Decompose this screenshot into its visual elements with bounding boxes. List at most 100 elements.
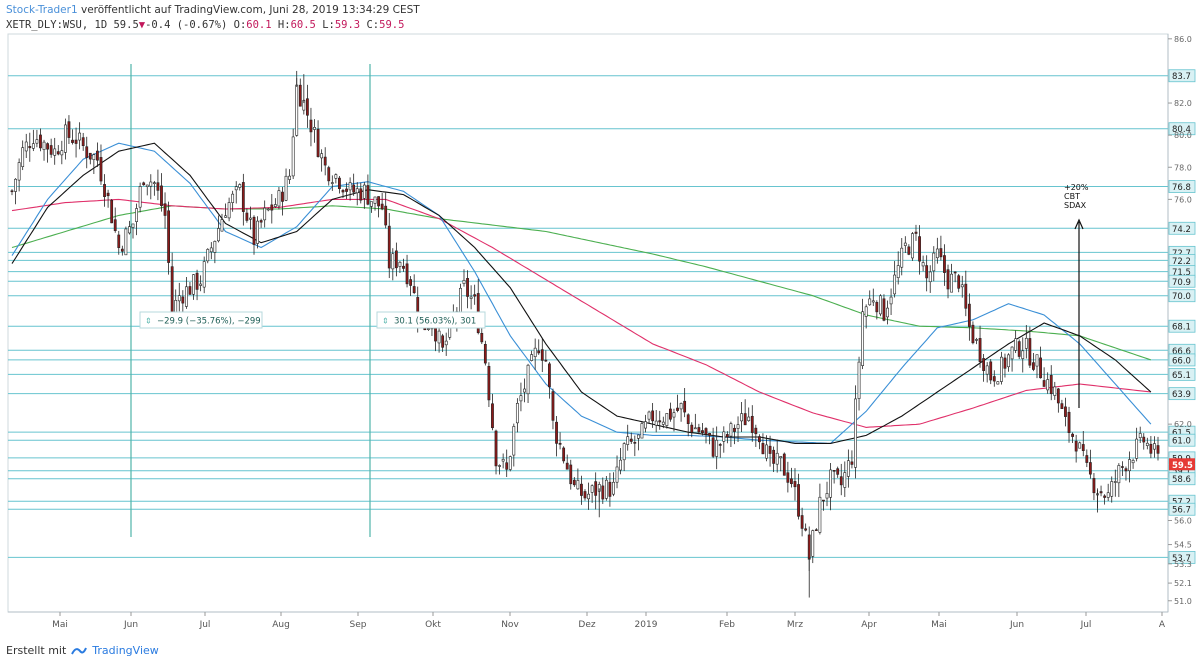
candle-body — [145, 184, 149, 187]
candle-body — [1007, 354, 1010, 368]
candle-body — [1032, 362, 1035, 370]
x-tick-label: Jun — [123, 620, 138, 630]
candle-body — [900, 247, 904, 268]
candle-body — [81, 137, 85, 146]
candle-body — [1131, 460, 1135, 464]
candle-body — [832, 470, 836, 472]
candle-body — [1135, 438, 1139, 459]
candle-body — [701, 430, 704, 434]
candle-body — [21, 147, 25, 167]
candle-body — [1053, 386, 1057, 396]
candle-body — [526, 364, 530, 395]
candle-body — [669, 408, 672, 420]
x-tick-label: Mai — [52, 620, 68, 630]
candle-body — [878, 295, 882, 315]
chart-grid — [7, 33, 1169, 613]
candle-body — [377, 196, 380, 207]
candle-body — [338, 177, 341, 190]
candle-body — [224, 215, 227, 218]
level-label: 61.0 — [1172, 437, 1191, 447]
x-tick-label: Okt — [425, 620, 441, 630]
candle-body — [619, 459, 622, 471]
candle-body — [658, 420, 662, 423]
candle-body — [1039, 357, 1042, 379]
candle-body — [1071, 433, 1074, 437]
candle-body — [982, 358, 986, 371]
candle-body — [640, 423, 644, 439]
footer-brand[interactable]: TradingView — [92, 644, 159, 657]
candle-body — [273, 204, 277, 207]
candle-body — [85, 146, 89, 158]
candle-body — [202, 261, 206, 288]
candle-body — [960, 284, 964, 288]
level-label: 72.7 — [1172, 249, 1191, 259]
candle-body — [1121, 466, 1124, 468]
candle-body — [103, 184, 106, 197]
candle-body — [387, 225, 391, 269]
candle-body — [444, 340, 448, 346]
last-price: 59.5 — [113, 19, 139, 31]
candle-body — [825, 493, 829, 499]
candle-body — [380, 203, 384, 210]
candle-body — [1074, 440, 1078, 452]
level-label: 56.7 — [1172, 506, 1191, 516]
candle-body — [370, 201, 373, 207]
candle-body — [1145, 442, 1149, 446]
candle-body — [871, 300, 875, 303]
candle-body — [846, 460, 850, 477]
candle-body — [996, 381, 1000, 385]
level-label: 59.1 — [1172, 467, 1191, 477]
candle-body — [829, 469, 832, 498]
candle-body — [1017, 341, 1021, 357]
candle-body — [612, 481, 615, 495]
candle-body — [946, 269, 950, 290]
candle-body — [665, 413, 669, 426]
candle-body — [861, 311, 865, 366]
candle-body — [676, 407, 679, 411]
candle-body — [56, 151, 60, 155]
candle-body — [515, 403, 519, 424]
candle-body — [1035, 354, 1039, 367]
candle-body — [540, 349, 544, 361]
candle-body — [209, 247, 213, 253]
candle-body — [932, 252, 936, 272]
level-label-bg — [1168, 502, 1196, 516]
target-arrow-head — [1074, 218, 1084, 230]
candle-body — [807, 534, 811, 560]
candle-body — [569, 464, 573, 485]
candle-body — [177, 295, 181, 302]
candle-body — [797, 484, 800, 517]
candle-body — [544, 359, 548, 362]
candle-body — [437, 330, 441, 344]
candle-body — [17, 162, 21, 181]
x-tick-label: 2019 — [635, 620, 658, 630]
candle-body — [469, 296, 473, 299]
level-label-bg — [1168, 274, 1196, 288]
candle-body — [690, 424, 694, 433]
x-tick-label: Jun — [1009, 620, 1024, 630]
author-link[interactable]: Stock-Trader1 — [6, 4, 78, 16]
candle-body — [921, 262, 925, 267]
level-label: 70.9 — [1172, 278, 1191, 288]
candle-body — [1092, 478, 1096, 494]
level-label: 80.4 — [1172, 125, 1191, 135]
candle-body — [256, 220, 259, 244]
candle-body — [498, 465, 501, 467]
candle-body — [750, 415, 754, 433]
candle-body — [647, 411, 651, 420]
candle-body — [96, 150, 99, 161]
candle-body — [957, 275, 961, 289]
candle-body — [975, 339, 978, 341]
current-price-label: 59.5 — [1172, 461, 1193, 471]
candle-body — [330, 182, 334, 184]
candle-body — [362, 184, 366, 199]
y-tick-label: 54.5 — [1174, 541, 1192, 550]
candle-body — [345, 188, 348, 192]
target-label: SDAX — [1064, 201, 1087, 210]
candle-body — [110, 199, 114, 224]
candle-body — [889, 296, 893, 305]
x-tick-label: Sep — [350, 620, 367, 630]
candle-body — [359, 188, 363, 201]
candle-body — [971, 324, 975, 344]
